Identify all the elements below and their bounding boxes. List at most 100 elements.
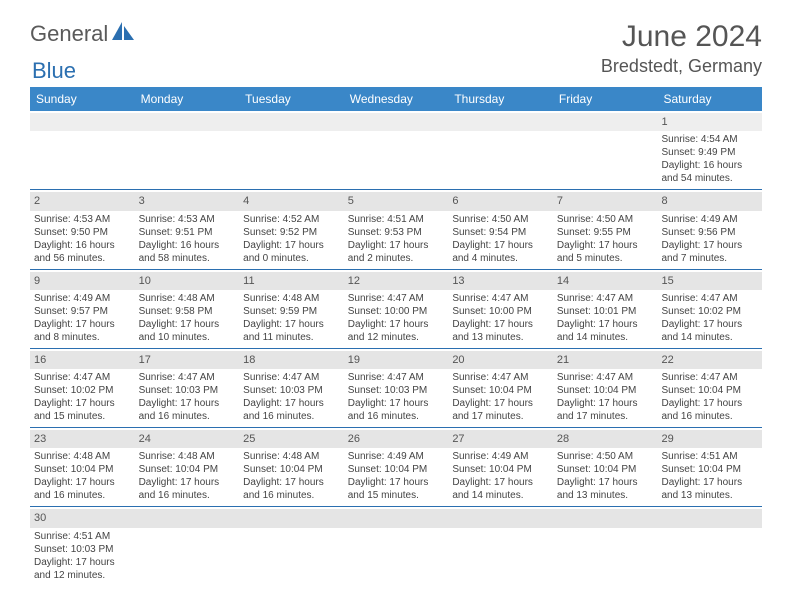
- day-number: 4: [239, 192, 344, 210]
- day-number: [239, 509, 344, 527]
- day-info-line: and 56 minutes.: [34, 252, 131, 265]
- day-info-line: Sunrise: 4:47 AM: [348, 371, 445, 384]
- day-cell: 7Sunrise: 4:50 AMSunset: 9:55 PMDaylight…: [553, 190, 658, 268]
- day-number: 5: [344, 192, 449, 210]
- day-number: 23: [30, 430, 135, 448]
- logo-text-general: General: [30, 21, 108, 47]
- day-info-line: Sunrise: 4:48 AM: [243, 450, 340, 463]
- day-info-line: Sunrise: 4:47 AM: [348, 292, 445, 305]
- day-info-line: Sunset: 10:04 PM: [34, 463, 131, 476]
- day-cell: 22Sunrise: 4:47 AMSunset: 10:04 PMDaylig…: [657, 349, 762, 427]
- day-info-line: Daylight: 17 hours: [661, 318, 758, 331]
- day-number: [344, 113, 449, 131]
- day-info-line: and 4 minutes.: [452, 252, 549, 265]
- day-info-line: Sunrise: 4:47 AM: [452, 292, 549, 305]
- day-number: 25: [239, 430, 344, 448]
- weekday-fri: Friday: [553, 87, 658, 111]
- day-cell: 25Sunrise: 4:48 AMSunset: 10:04 PMDaylig…: [239, 428, 344, 506]
- day-info-line: and 2 minutes.: [348, 252, 445, 265]
- day-cell: [553, 111, 658, 189]
- day-number: 3: [135, 192, 240, 210]
- day-info-line: Daylight: 17 hours: [34, 556, 131, 569]
- day-cell: [135, 507, 240, 585]
- day-info-line: Daylight: 17 hours: [34, 476, 131, 489]
- day-cell: 29Sunrise: 4:51 AMSunset: 10:04 PMDaylig…: [657, 428, 762, 506]
- week-row: 30Sunrise: 4:51 AMSunset: 10:03 PMDaylig…: [30, 507, 762, 585]
- day-number: 26: [344, 430, 449, 448]
- day-info-line: Daylight: 17 hours: [452, 476, 549, 489]
- day-info-line: Daylight: 17 hours: [243, 318, 340, 331]
- day-info-line: Sunset: 9:56 PM: [661, 226, 758, 239]
- day-info-line: Sunset: 9:55 PM: [557, 226, 654, 239]
- day-info-line: Daylight: 17 hours: [452, 239, 549, 252]
- day-info-line: Sunrise: 4:48 AM: [34, 450, 131, 463]
- day-cell: 2Sunrise: 4:53 AMSunset: 9:50 PMDaylight…: [30, 190, 135, 268]
- day-cell: [657, 507, 762, 585]
- day-cell: 8Sunrise: 4:49 AMSunset: 9:56 PMDaylight…: [657, 190, 762, 268]
- logo-text-blue: Blue: [32, 58, 76, 84]
- day-cell: 15Sunrise: 4:47 AMSunset: 10:02 PMDaylig…: [657, 270, 762, 348]
- day-info-line: Sunrise: 4:47 AM: [139, 371, 236, 384]
- day-info-line: and 13 minutes.: [661, 489, 758, 502]
- weekday-sat: Saturday: [657, 87, 762, 111]
- day-info-line: Sunrise: 4:54 AM: [661, 133, 758, 146]
- day-number: [135, 113, 240, 131]
- day-info-line: and 10 minutes.: [139, 331, 236, 344]
- day-cell: 10Sunrise: 4:48 AMSunset: 9:58 PMDayligh…: [135, 270, 240, 348]
- page-header: General June 2024 Bredstedt, Germany: [0, 0, 792, 87]
- day-cell: 5Sunrise: 4:51 AMSunset: 9:53 PMDaylight…: [344, 190, 449, 268]
- day-info-line: Daylight: 17 hours: [557, 476, 654, 489]
- day-info-line: and 7 minutes.: [661, 252, 758, 265]
- day-number: 16: [30, 351, 135, 369]
- week-row: 9 Sunrise: 4:49 AMSunset: 9:57 PM Daylight…: [30, 270, 762, 349]
- day-number: 18: [239, 351, 344, 369]
- day-number: 12: [344, 272, 449, 290]
- day-number: 22: [657, 351, 762, 369]
- day-info-line: Sunrise: 4:53 AM: [34, 213, 131, 226]
- day-info-line: Sunrise: 4:52 AM: [243, 213, 340, 226]
- day-cell: [448, 111, 553, 189]
- day-info-line: Daylight: 17 hours: [452, 397, 549, 410]
- day-number: 8: [657, 192, 762, 210]
- day-cell: 27Sunrise: 4:49 AMSunset: 10:04 PMDaylig…: [448, 428, 553, 506]
- day-number: [553, 113, 658, 131]
- day-info-line: and 5 minutes.: [557, 252, 654, 265]
- day-info-line: Sunrise: 4:48 AM: [139, 450, 236, 463]
- day-cell: 6Sunrise: 4:50 AMSunset: 9:54 PMDaylight…: [448, 190, 553, 268]
- day-cell: [30, 111, 135, 189]
- calendar: Sunday Monday Tuesday Wednesday Thursday…: [30, 87, 762, 586]
- day-number: 14: [553, 272, 658, 290]
- day-info-line: Sunset: 10:04 PM: [557, 384, 654, 397]
- week-row: 2Sunrise: 4:53 AMSunset: 9:50 PMDaylight…: [30, 190, 762, 269]
- day-info-line: Sunset: 9:57 PM: [34, 305, 131, 318]
- day-info-line: Sunrise: 4:48 AM: [139, 292, 236, 305]
- day-info-line: Sunset: 10:03 PM: [348, 384, 445, 397]
- day-number: [448, 509, 553, 527]
- day-cell: [344, 111, 449, 189]
- weekday-row: Sunday Monday Tuesday Wednesday Thursday…: [30, 87, 762, 111]
- day-info-line: Daylight: 17 hours: [348, 397, 445, 410]
- week-row: 16Sunrise: 4:47 AMSunset: 10:02 PMDaylig…: [30, 349, 762, 428]
- day-info-line: Sunrise: 4:47 AM: [557, 371, 654, 384]
- day-info-line: and 12 minutes.: [348, 331, 445, 344]
- day-info-line: Daylight: 17 hours: [557, 397, 654, 410]
- week-row: 23Sunrise: 4:48 AMSunset: 10:04 PMDaylig…: [30, 428, 762, 507]
- day-info-line: and 17 minutes.: [452, 410, 549, 423]
- day-info-line: Sunrise: 4:49 AM: [34, 292, 131, 305]
- day-info-line: Sunrise: 4:51 AM: [34, 530, 131, 543]
- day-number: 30: [30, 509, 135, 527]
- day-info-line: and 16 minutes.: [139, 489, 236, 502]
- day-info-line: and 15 minutes.: [348, 489, 445, 502]
- day-number: [344, 509, 449, 527]
- day-number: 10: [135, 272, 240, 290]
- day-info-line: and 16 minutes.: [243, 489, 340, 502]
- day-cell: 13Sunrise: 4:47 AMSunset: 10:00 PMDaylig…: [448, 270, 553, 348]
- day-cell: 28Sunrise: 4:50 AMSunset: 10:04 PMDaylig…: [553, 428, 658, 506]
- day-cell: 4Sunrise: 4:52 AMSunset: 9:52 PMDaylight…: [239, 190, 344, 268]
- day-info-line: Sunrise: 4:48 AM: [243, 292, 340, 305]
- day-cell: 26Sunrise: 4:49 AMSunset: 10:04 PMDaylig…: [344, 428, 449, 506]
- day-number: 9: [30, 272, 135, 290]
- day-info-line: and 16 minutes.: [34, 489, 131, 502]
- day-info-line: Daylight: 17 hours: [557, 239, 654, 252]
- day-info-line: Daylight: 17 hours: [661, 239, 758, 252]
